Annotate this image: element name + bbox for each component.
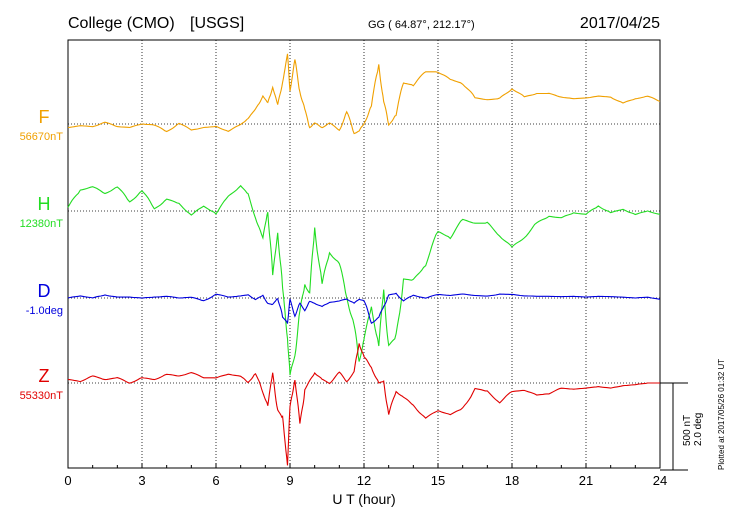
grid <box>141 40 587 468</box>
x-tick-label-18: 18 <box>505 473 519 488</box>
x-tick-label-3: 3 <box>138 473 145 488</box>
series-baseline-D: -1.0deg <box>26 305 63 317</box>
series-baseline-Z: 55330nT <box>20 390 64 402</box>
traces <box>67 53 661 466</box>
x-tick-label-24: 24 <box>653 473 667 488</box>
x-tick-label-15: 15 <box>431 473 445 488</box>
trace-D <box>67 292 661 325</box>
coords-label: GG ( 64.87°, 212.17°) <box>368 19 475 31</box>
network-label: [USGS] <box>190 15 244 32</box>
series-label-H: H <box>38 194 51 214</box>
series-baseline-F: 56670nT <box>20 131 64 143</box>
trace-Z <box>67 343 660 466</box>
x-tick-label-12: 12 <box>357 473 371 488</box>
station-title: College (CMO) <box>68 15 175 32</box>
date-label: 2017/04/25 <box>580 15 660 32</box>
series-label-Z: Z <box>39 366 50 386</box>
x-axis: 0 3 6 9 12 15 18 21 24 <box>64 463 667 488</box>
x-tick-label-21: 21 <box>579 473 593 488</box>
x-tick-label-0: 0 <box>64 473 71 488</box>
x-axis-title: U T (hour) <box>332 491 395 507</box>
scale-nt-label: 500 nT <box>682 415 693 446</box>
x-tick-label-9: 9 <box>286 473 293 488</box>
trace-F <box>67 53 661 135</box>
x-tick-label-6: 6 <box>212 473 219 488</box>
scale-bar: 500 nT 2.0 deg <box>660 382 704 471</box>
series-label-D: D <box>38 281 51 301</box>
series-label-F: F <box>39 107 50 127</box>
plotted-timestamp: Plotted at 2017/05/26 01:32 UT <box>717 359 726 470</box>
series-baseline-H: 12380nT <box>20 218 64 230</box>
scale-deg-label: 2.0 deg <box>693 413 704 446</box>
trace-H <box>67 184 661 376</box>
series-labels: F 56670nT H 12380nT D -1.0deg Z 55330nT <box>20 107 64 402</box>
